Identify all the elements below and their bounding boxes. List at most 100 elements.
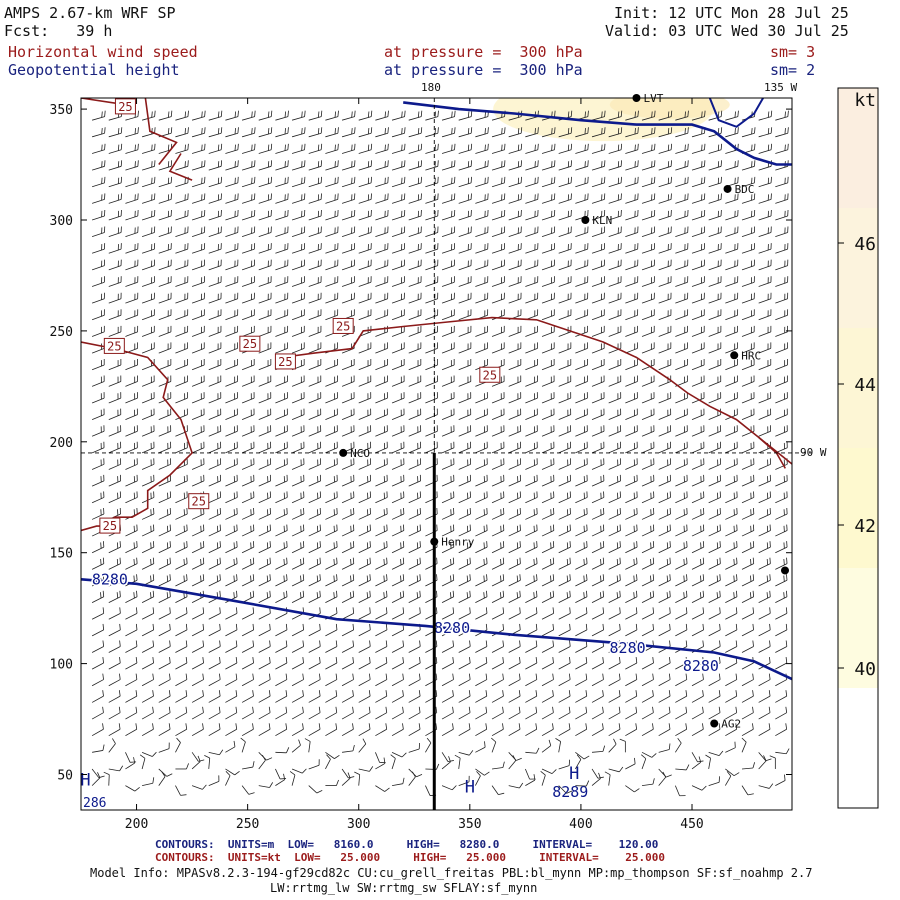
wind-barb-flag bbox=[219, 640, 221, 647]
wind-barb-shaft bbox=[241, 149, 255, 154]
wind-barb-shaft bbox=[225, 116, 239, 121]
wind-barb-shaft bbox=[408, 662, 421, 670]
wind-barb-shaft bbox=[108, 712, 121, 720]
wind-barb-flag bbox=[237, 127, 239, 134]
wind-barb-shaft bbox=[91, 298, 105, 304]
wind-barb-shaft bbox=[541, 712, 554, 720]
speed-contour-label: 25 bbox=[99, 517, 121, 534]
wind-barb-shaft bbox=[741, 215, 755, 221]
wind-barb-flag bbox=[319, 590, 321, 597]
wind-barb-flag bbox=[786, 574, 788, 581]
wind-barb-shaft bbox=[325, 629, 338, 637]
wind-barb-shaft bbox=[291, 165, 305, 171]
wind-barb-flag bbox=[452, 657, 454, 664]
wind-barb-flag bbox=[234, 111, 237, 118]
wind-barb-shaft bbox=[408, 298, 422, 304]
wind-barb-flag bbox=[667, 128, 670, 135]
wind-barb-shaft bbox=[358, 364, 371, 371]
wind-barb-flag bbox=[618, 690, 621, 697]
wind-barb-shaft bbox=[425, 265, 438, 271]
wind-barb-flag bbox=[617, 111, 620, 118]
wind-barb-shaft bbox=[475, 132, 488, 138]
wind-barb-shaft bbox=[725, 747, 736, 753]
wind-barb-shaft bbox=[758, 430, 771, 437]
wind-barb-flag bbox=[154, 110, 156, 117]
wind-barb-flag bbox=[768, 706, 771, 713]
wind-barb-shaft bbox=[658, 149, 672, 154]
wind-barb-shaft bbox=[441, 364, 455, 371]
footer-height-contours: CONTOURS: UNITS=m LOW= 8160.0 HIGH= 8280… bbox=[155, 838, 659, 851]
wind-barb-shaft bbox=[508, 199, 522, 204]
wind-barb-flag bbox=[267, 111, 270, 118]
wind-barb-flag bbox=[484, 741, 486, 748]
wind-barb-shaft bbox=[325, 149, 338, 154]
wind-barb-shaft bbox=[675, 629, 688, 637]
wind-barb-shaft bbox=[541, 646, 554, 653]
wind-barb-shaft bbox=[625, 662, 638, 670]
wind-barb-shaft bbox=[108, 728, 121, 737]
wind-barb-shaft bbox=[125, 215, 138, 221]
wind-barb-shaft bbox=[741, 579, 754, 587]
wind-barb-shaft bbox=[525, 430, 538, 437]
wind-barb-shaft bbox=[491, 116, 505, 121]
wind-barb-flag bbox=[201, 128, 203, 135]
wind-barb-shaft bbox=[191, 546, 204, 554]
wind-barb-shaft bbox=[541, 579, 554, 587]
wind-barb-shaft bbox=[558, 215, 572, 221]
wind-barb-shaft bbox=[91, 563, 104, 570]
wind-barb-flag bbox=[402, 657, 404, 664]
wind-barb-shaft bbox=[341, 612, 354, 620]
wind-barb-flag bbox=[519, 657, 521, 664]
wind-barb-flag bbox=[716, 575, 719, 582]
wind-barb-shaft bbox=[425, 381, 438, 387]
wind-barb-shaft bbox=[641, 132, 655, 138]
wind-barb-shaft bbox=[475, 447, 488, 454]
wind-barb-flag bbox=[735, 607, 738, 614]
wind-barb-shaft bbox=[341, 646, 354, 653]
wind-barb-shaft bbox=[175, 530, 188, 537]
height-contour-line bbox=[81, 578, 792, 681]
wind-barb-shaft bbox=[358, 579, 371, 587]
wind-barb-shaft bbox=[225, 728, 237, 737]
wind-barb-shaft bbox=[441, 513, 455, 520]
wind-barb-shaft bbox=[475, 348, 488, 354]
wind-barb-flag bbox=[170, 127, 173, 134]
wind-barb-shaft bbox=[308, 596, 321, 603]
wind-barb-flag bbox=[137, 127, 139, 134]
wind-barb-shaft bbox=[441, 497, 455, 504]
wind-barb-shaft bbox=[641, 579, 654, 587]
wind-barb-shaft bbox=[175, 695, 188, 703]
wind-barb-flag bbox=[419, 640, 421, 647]
wind-barb-shaft bbox=[358, 116, 372, 121]
wind-barb-shaft bbox=[225, 746, 236, 753]
wind-barb-shaft bbox=[725, 712, 737, 720]
wind-barb-shaft bbox=[208, 563, 221, 570]
wind-barb-shaft bbox=[208, 728, 221, 737]
station-dot bbox=[581, 215, 590, 224]
wind-barb-flag bbox=[618, 766, 624, 773]
wind-barb-shaft bbox=[141, 751, 153, 757]
wind-barb-shaft bbox=[741, 712, 754, 720]
wind-barb-flag bbox=[302, 723, 304, 730]
wind-barb-shaft bbox=[758, 199, 772, 204]
wind-barb-shaft bbox=[191, 662, 204, 670]
wind-barb-shaft bbox=[508, 331, 522, 337]
wind-barb-shaft bbox=[341, 199, 355, 204]
wind-barb-shaft bbox=[225, 712, 237, 720]
wind-barb-shaft bbox=[225, 579, 238, 587]
wind-barb-flag bbox=[634, 128, 636, 135]
wind-barb-flag bbox=[570, 127, 573, 134]
wind-barb-shaft bbox=[608, 414, 621, 420]
wind-barb-shaft bbox=[308, 497, 321, 504]
wind-barb-flag bbox=[352, 574, 355, 581]
wind-barb-flag bbox=[102, 673, 104, 680]
wind-barb-shaft bbox=[558, 513, 571, 520]
wind-barb-shaft bbox=[525, 596, 538, 603]
wind-barb-shaft bbox=[525, 116, 538, 121]
wind-barb-shaft bbox=[158, 712, 171, 720]
wind-barb-shaft bbox=[725, 530, 738, 537]
wind-barb-shaft bbox=[408, 364, 421, 371]
wind-barb-shaft bbox=[625, 165, 638, 171]
wind-barb-flag bbox=[735, 706, 738, 713]
wind-barb-shaft bbox=[575, 662, 588, 670]
